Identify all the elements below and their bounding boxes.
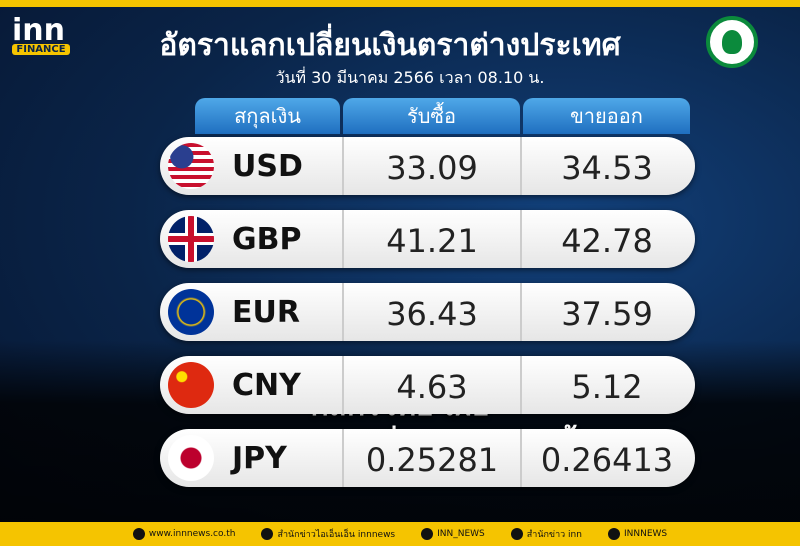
footer-text: สำนักข่าว inn [526, 530, 582, 540]
separator [520, 137, 522, 195]
currency-code: CNY [232, 368, 301, 403]
separator [342, 210, 344, 268]
buy-rate: 33.09 [386, 149, 478, 187]
flag [168, 216, 214, 262]
row: EUR 36.43 37.59 [160, 283, 695, 341]
footer-item: สำนักข่าวไอเอ็นเอ็น innnews [261, 527, 395, 541]
separator [342, 429, 344, 487]
footer-item: INN_NEWS [421, 528, 485, 540]
buy-rate: 4.63 [396, 368, 468, 406]
sell-rate: 0.26413 [540, 441, 674, 479]
currency-code: GBP [232, 222, 302, 257]
sell-rate: 42.78 [561, 222, 653, 260]
buy-rate: 36.43 [386, 295, 478, 333]
footer-text: INN_NEWS [437, 529, 485, 539]
row: USD 33.09 34.53 [160, 137, 695, 195]
footer-item: INNNEWS [607, 528, 668, 540]
separator [520, 429, 522, 487]
column-header: รับซื้อ [343, 98, 520, 134]
currency-code: USD [232, 149, 303, 184]
separator [520, 356, 522, 414]
icon [607, 528, 620, 540]
logo: inn [12, 13, 65, 48]
column-header: สกุลเงิน [195, 98, 340, 134]
sell-rate: 37.59 [561, 295, 653, 333]
buy-rate: 0.25281 [365, 441, 499, 479]
icon [421, 528, 434, 540]
footer-item: www.innnews.co.th [132, 528, 236, 540]
flag [168, 289, 214, 335]
logo-sub: FINANCE [12, 44, 70, 55]
currency-code: JPY [232, 441, 287, 476]
title: อัตราแลกเปลี่ยนเงินตราต่างประเทศ [159, 28, 621, 63]
separator [342, 137, 344, 195]
separator [520, 210, 522, 268]
flag [168, 362, 214, 408]
row: GBP 41.21 42.78 [160, 210, 695, 268]
separator [520, 283, 522, 341]
sell-rate: 34.53 [561, 149, 653, 187]
buy-rate: 41.21 [386, 222, 478, 260]
footer-text: www.innnews.co.th [148, 529, 236, 539]
bank-logo [706, 16, 758, 68]
separator [342, 283, 344, 341]
flag [168, 143, 214, 189]
footer-text: INNNEWS [623, 529, 668, 539]
top-bar [0, 0, 800, 7]
currency-code: EUR [232, 295, 300, 330]
icon [132, 528, 145, 540]
icon [261, 528, 274, 540]
date: วันที่ 30 มีนาคม 2566 เวลา 08.10 น. [275, 68, 545, 87]
row: JPY 0.25281 0.26413 [160, 429, 695, 487]
flag [168, 435, 214, 481]
column-header: ขายออก [523, 98, 690, 134]
separator [342, 356, 344, 414]
sell-rate: 5.12 [571, 368, 643, 406]
row: CNY 4.63 5.12 [160, 356, 695, 414]
footer-text: สำนักข่าวไอเอ็นเอ็น innnews [277, 530, 396, 540]
footer: www.innnews.co.th สำนักข่าวไอเอ็นเอ็น inn… [0, 522, 800, 546]
icon [510, 528, 523, 540]
footer-item: สำนักข่าว inn [510, 527, 582, 541]
